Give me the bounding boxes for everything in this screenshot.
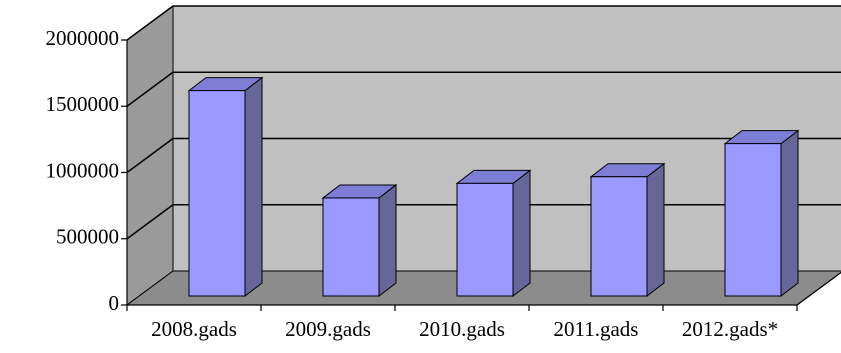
gridline-side <box>126 204 174 240</box>
bar-front <box>590 176 648 297</box>
y-axis: 0 500000 1000000 1500000 2000000 <box>46 26 128 315</box>
bars <box>187 76 800 298</box>
x-tick-label: 2009.gads <box>285 317 371 341</box>
x-tick-label: 2012.gads* <box>682 317 778 341</box>
y-tick-label: 1000000 <box>46 158 120 182</box>
bar-front <box>456 182 514 297</box>
x-tick-label: 2008.gads <box>151 317 237 341</box>
bar-front <box>724 143 782 297</box>
y-tick-label: 2000000 <box>46 26 120 50</box>
y-tick-label: 500000 <box>56 225 119 249</box>
bar <box>589 162 666 298</box>
bar-front <box>322 197 380 297</box>
bar <box>723 129 800 298</box>
bar <box>187 76 264 298</box>
bar <box>321 183 398 298</box>
x-tick-label: 2011.gads <box>554 317 639 341</box>
x-axis-depth-line <box>796 271 841 306</box>
x-axis: 2008.gads 2009.gads 2010.gads 2011.gads 2012… <box>126 271 841 341</box>
gridline-side <box>126 137 174 174</box>
gridline-side <box>126 71 174 107</box>
bar-side <box>244 76 263 298</box>
bar <box>455 169 532 298</box>
y-tick-label: 0 <box>109 291 120 315</box>
bar-side <box>512 169 531 298</box>
bar-side <box>646 162 665 298</box>
bar-front <box>188 90 246 297</box>
bar-side <box>378 183 397 298</box>
gridline-side <box>126 5 174 41</box>
x-tick-label: 2010.gads <box>419 317 505 341</box>
y-tick-label: 1500000 <box>46 92 120 116</box>
bar-side <box>780 129 799 298</box>
